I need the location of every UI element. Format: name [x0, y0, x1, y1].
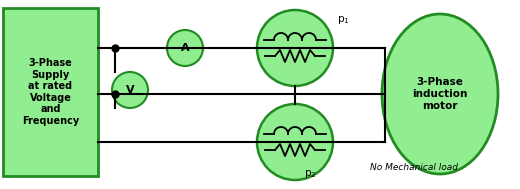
Circle shape	[167, 30, 203, 66]
Circle shape	[257, 104, 333, 180]
Circle shape	[112, 72, 148, 108]
Text: p$_1$: p$_1$	[337, 14, 349, 26]
Text: 3-Phase
Supply
at rated
Voltage
and
Frequency: 3-Phase Supply at rated Voltage and Freq…	[22, 58, 79, 126]
Bar	[3, 8, 98, 176]
Text: p$_2$: p$_2$	[304, 168, 316, 180]
Text: 3-Phase
induction
motor: 3-Phase induction motor	[412, 77, 467, 111]
Ellipse shape	[382, 14, 498, 174]
Text: V: V	[126, 85, 134, 95]
Text: No Mechanical load: No Mechanical load	[370, 163, 458, 172]
Text: A: A	[180, 43, 189, 53]
Circle shape	[257, 10, 333, 86]
